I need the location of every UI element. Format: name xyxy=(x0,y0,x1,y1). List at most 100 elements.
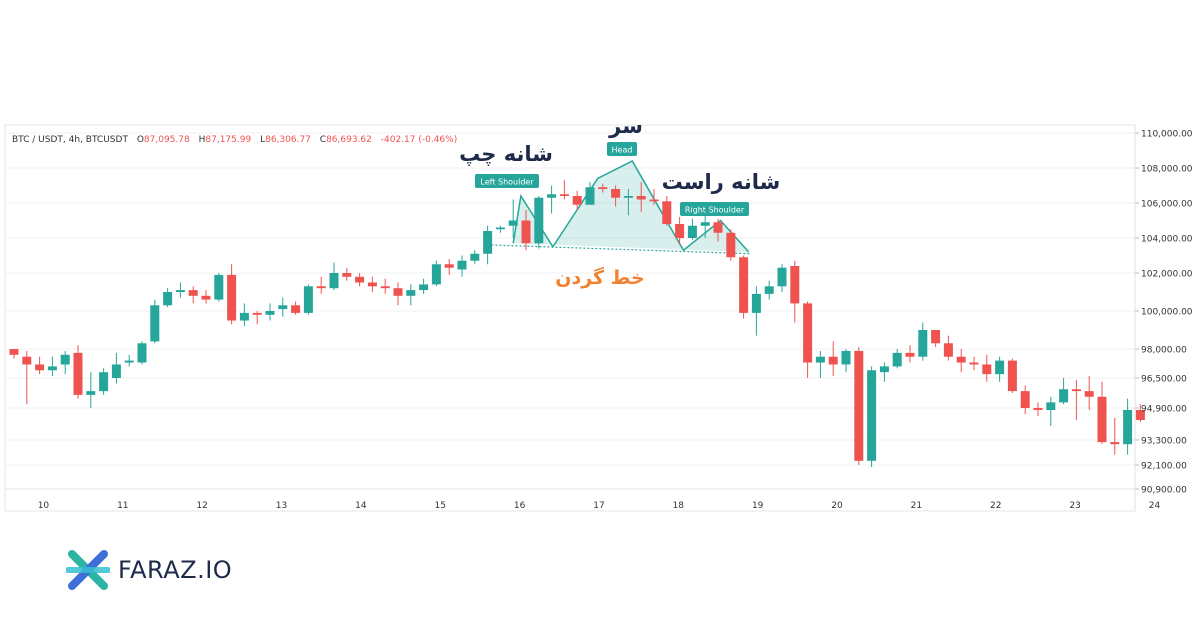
candle-body xyxy=(649,199,659,202)
candle xyxy=(726,229,736,261)
candle-body xyxy=(1110,442,1120,445)
candle xyxy=(419,278,429,294)
candle-body xyxy=(636,196,646,200)
candle xyxy=(777,264,787,292)
candle xyxy=(1110,418,1120,455)
svg-text:Head: Head xyxy=(612,146,633,155)
chart-grid xyxy=(4,124,1136,512)
candle xyxy=(329,262,339,291)
candle xyxy=(687,218,697,240)
candlestick-series xyxy=(9,180,1145,467)
candle xyxy=(956,349,966,373)
candle-body xyxy=(329,273,339,289)
chart-header: BTC / USDT, 4h, BTCUSDT O87,095.78 H87,1… xyxy=(12,135,457,145)
candle xyxy=(700,215,710,238)
candle-body xyxy=(406,290,416,296)
price-tick-label: 93,300.00 xyxy=(1141,437,1187,447)
open-value: 87,095.78 xyxy=(144,135,190,145)
candle xyxy=(867,366,877,467)
candle xyxy=(585,182,595,205)
candle xyxy=(854,347,864,465)
candle xyxy=(662,196,672,226)
candle xyxy=(278,297,288,317)
symbol-label: BTC / USDT, 4h, BTCUSDT xyxy=(12,135,128,145)
faraz-logo-icon xyxy=(66,550,110,590)
time-tick-label: 13 xyxy=(276,501,287,511)
candle-body xyxy=(841,350,851,365)
candle xyxy=(137,341,147,365)
candle-body xyxy=(431,264,441,285)
candle xyxy=(879,362,889,382)
candle xyxy=(239,303,249,327)
candle xyxy=(905,345,915,363)
candle-body xyxy=(175,290,185,292)
candle-body xyxy=(291,305,301,313)
candle-body xyxy=(995,360,1005,375)
candle xyxy=(406,284,416,306)
head-label: سر xyxy=(608,114,643,138)
candle-body xyxy=(918,330,928,357)
candle-body xyxy=(739,257,749,313)
time-tick-label: 15 xyxy=(435,501,446,511)
candle xyxy=(521,210,531,251)
candle-body xyxy=(316,286,326,289)
candle-body xyxy=(227,274,237,321)
candle xyxy=(291,301,301,315)
candle-body xyxy=(1123,410,1133,445)
time-axis: 10 11 12 13 14 15 16 17 18 19 20 21 22 23 24 xyxy=(5,488,1160,511)
candle xyxy=(483,225,493,265)
candle-body xyxy=(22,356,32,365)
candle xyxy=(572,190,582,210)
candle xyxy=(35,356,45,375)
candle-body xyxy=(419,284,429,291)
candle-body xyxy=(303,286,313,313)
left-shoulder-badge: Left Shoulder xyxy=(475,174,539,188)
candle-body xyxy=(163,292,173,306)
candle xyxy=(534,196,544,249)
candle xyxy=(995,356,1005,382)
time-tick-label: 14 xyxy=(355,501,367,511)
candle xyxy=(303,284,313,315)
neckline-label: خط گردن xyxy=(555,266,645,289)
candle-body xyxy=(687,225,697,238)
candle-body xyxy=(828,356,838,365)
time-tick-label: 11 xyxy=(117,501,128,511)
candle-body xyxy=(508,220,518,226)
candle xyxy=(623,189,633,216)
head-badge: Head xyxy=(607,142,637,156)
price-tick-label: 94,900.00 xyxy=(1141,405,1187,415)
candle-body xyxy=(815,356,825,363)
candle xyxy=(316,276,326,294)
candle-body xyxy=(367,282,377,287)
candle-body xyxy=(790,266,800,304)
candle xyxy=(764,280,774,300)
candle-body xyxy=(1097,396,1107,443)
price-tick-label: 90,900.00 xyxy=(1141,486,1187,496)
plot-frame xyxy=(4,124,1136,512)
candle xyxy=(803,301,813,378)
candle xyxy=(1097,381,1107,445)
candle-body xyxy=(201,295,211,300)
close-value: 86,693.62 xyxy=(326,135,372,145)
candle xyxy=(969,356,979,371)
candle xyxy=(713,218,723,242)
candle xyxy=(828,341,838,377)
candle-body xyxy=(1007,360,1017,392)
candle-body xyxy=(355,276,365,283)
candle xyxy=(790,260,800,323)
candle xyxy=(1046,396,1056,426)
candle xyxy=(918,322,928,361)
candle-body xyxy=(35,364,45,371)
candle-body xyxy=(726,232,736,258)
candle-body xyxy=(239,312,249,321)
candle-body xyxy=(457,260,467,270)
candle-body xyxy=(751,293,761,313)
candle xyxy=(22,350,32,405)
candle-body xyxy=(803,303,813,363)
candle xyxy=(9,349,19,359)
neckline xyxy=(491,244,752,255)
candle xyxy=(150,299,160,344)
time-tick-label: 16 xyxy=(514,501,526,511)
time-tick-label: 22 xyxy=(990,501,1001,511)
